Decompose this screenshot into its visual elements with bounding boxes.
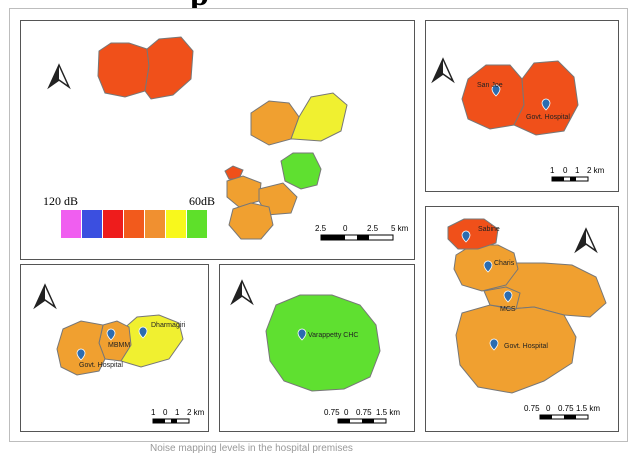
svg-text:0: 0 <box>343 224 348 233</box>
site-label-varappetty-chc: Varappetty CHC <box>308 332 358 339</box>
zone-bottom-a <box>226 175 262 208</box>
svg-text:0.75: 0.75 <box>524 404 540 413</box>
svg-text:2 km: 2 km <box>587 166 605 175</box>
svg-text:2.5: 2.5 <box>315 224 327 233</box>
zone-green <box>280 152 322 190</box>
svg-text:0: 0 <box>344 408 349 417</box>
scale-bar: 1 0 1 2 km <box>151 408 205 424</box>
scale-bar: 0.75 0 0.75 1.5 km <box>524 404 600 420</box>
legend-swatch-2 <box>82 210 102 238</box>
svg-text:1: 1 <box>550 166 555 175</box>
svg-text:5 km: 5 km <box>391 224 409 233</box>
map-pin-icon <box>76 348 86 361</box>
svg-text:0: 0 <box>546 404 551 413</box>
svg-text:2.5: 2.5 <box>367 224 379 233</box>
scale-bar: 1 0 1 2 km <box>550 166 605 182</box>
sabine-map: Sabine Charis MCS Govt. Hospital 0.75 0 … <box>447 218 607 420</box>
site-label-charis: Charis <box>494 260 515 267</box>
zone-govt-hospital <box>455 304 577 394</box>
north-arrow-icon <box>47 63 71 90</box>
map-pin-icon <box>138 326 148 339</box>
site-label-govt-hospital: Govt. Hospital <box>526 114 570 121</box>
zone-govt-hospital <box>513 60 579 136</box>
title-fragment: p <box>190 0 209 12</box>
north-arrow-icon <box>33 283 57 310</box>
overview-panel: 120 dB 60dB 2.5 0 2.5 5 km <box>20 20 415 260</box>
svg-text:1: 1 <box>175 408 180 417</box>
dharmagiri-panel: MBMM Dharmagiri Govt. Hospital 1 0 1 2 k… <box>20 264 209 432</box>
svg-text:1: 1 <box>151 408 156 417</box>
site-label-san-joe: San Joe <box>477 82 503 89</box>
site-label-govt-hospital: Govt. Hospital <box>79 362 123 369</box>
legend-low-label: 60dB <box>189 194 215 208</box>
svg-text:0: 0 <box>163 408 168 417</box>
map-pin-icon <box>489 338 499 351</box>
legend-swatch-4 <box>124 210 144 238</box>
site-label-govt-hospital: Govt. Hospital <box>504 343 548 350</box>
san-joe-map: San Joe Govt. Hospital 1 0 1 2 km <box>431 57 605 182</box>
svg-text:1.5 km: 1.5 km <box>576 404 600 413</box>
svg-text:0: 0 <box>563 166 568 175</box>
map-pin-icon <box>297 328 307 341</box>
legend-swatch-7 <box>187 210 207 238</box>
svg-text:2 km: 2 km <box>187 408 205 417</box>
varappetty-panel: Varappetty CHC 0.75 0 0.75 1.5 km <box>219 264 415 432</box>
zone-top-left-west <box>97 42 150 98</box>
map-pin-icon <box>461 230 471 243</box>
svg-text:0.75: 0.75 <box>356 408 372 417</box>
map-pin-icon <box>541 98 551 111</box>
san-joe-panel: San Joe Govt. Hospital 1 0 1 2 km <box>425 20 619 192</box>
legend-high-label: 120 dB <box>43 194 78 208</box>
north-arrow-icon <box>230 279 254 306</box>
site-label-mbmm: MBMM <box>108 342 130 349</box>
zone-sabine <box>447 218 499 250</box>
legend-swatch-5 <box>145 210 165 238</box>
legend-swatch-1 <box>61 210 81 238</box>
legend-swatch-3 <box>103 210 123 238</box>
scale-bar: 0.75 0 0.75 1.5 km <box>324 408 400 424</box>
map-pin-icon <box>483 260 493 273</box>
zone-san-joe <box>461 64 525 130</box>
zone-small-red <box>224 165 244 180</box>
north-arrow-icon <box>574 227 598 254</box>
noise-legend <box>61 210 207 238</box>
zone-top-left-east <box>144 36 194 100</box>
map-pin-icon <box>106 328 116 341</box>
north-arrow-icon <box>431 57 455 84</box>
figure-caption: Noise mapping levels in the hospital pre… <box>150 443 353 454</box>
site-label-mcs: MCS <box>500 306 516 313</box>
svg-text:1: 1 <box>575 166 580 175</box>
map-pin-icon <box>503 290 513 303</box>
varappetty-map: Varappetty CHC 0.75 0 0.75 1.5 km <box>230 279 400 424</box>
site-label-dharmagiri: Dharmagiri <box>151 322 186 329</box>
svg-text:1.5 km: 1.5 km <box>376 408 400 417</box>
legend-swatch-6 <box>166 210 186 238</box>
svg-text:0.75: 0.75 <box>324 408 340 417</box>
zone-varappetty <box>265 294 381 392</box>
zone-middle-east <box>290 92 348 142</box>
svg-text:0.75: 0.75 <box>558 404 574 413</box>
dharmagiri-map: MBMM Dharmagiri Govt. Hospital 1 0 1 2 k… <box>33 283 205 424</box>
map-pin-icon <box>491 84 501 97</box>
zone-bottom-c <box>228 202 274 240</box>
scale-bar: 2.5 0 2.5 5 km <box>315 224 409 241</box>
zone-govt-hospital <box>56 320 106 376</box>
overview-map: 120 dB 60dB 2.5 0 2.5 5 km <box>43 36 409 241</box>
sabine-panel: Sabine Charis MCS Govt. Hospital 0.75 0 … <box>425 206 619 432</box>
site-label-sabine: Sabine <box>478 226 500 233</box>
